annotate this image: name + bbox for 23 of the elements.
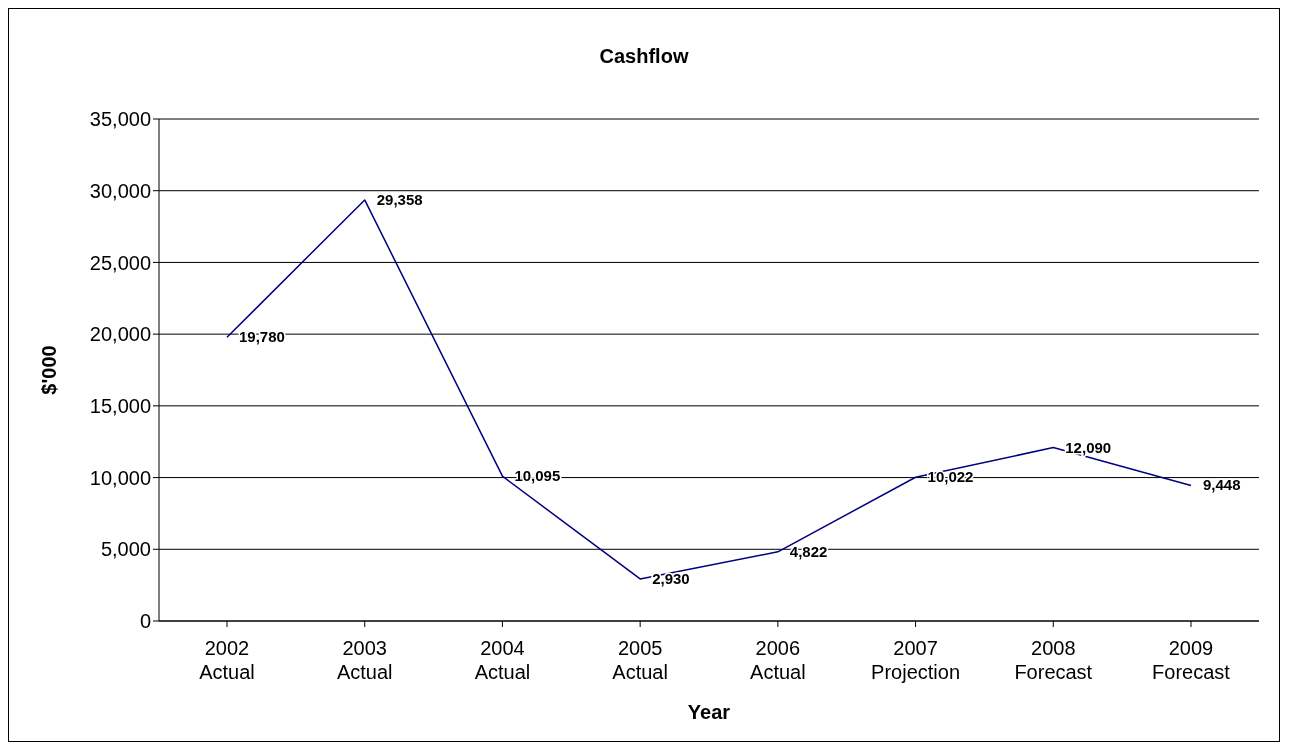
data-label: 29,358 [376, 190, 423, 208]
y-tick-label: 5,000 [100, 538, 151, 561]
x-tick-label: 2008 Forecast [1014, 637, 1093, 683]
x-tick-label: 2003 Actual [336, 637, 393, 683]
x-axis-title: Year [687, 701, 731, 723]
data-label: 2,930 [652, 569, 690, 587]
data-label: 9,448 [1203, 476, 1241, 494]
y-tick-label: 20,000 [89, 323, 151, 346]
y-tick-label: 25,000 [89, 251, 151, 274]
x-tick-label: 2005 Actual [612, 637, 668, 683]
y-tick-label: 35,000 [89, 108, 151, 131]
data-label: 12,090 [1065, 438, 1112, 456]
y-tick-label: 30,000 [89, 179, 151, 202]
x-tick-label: 2009 Forecast [1152, 637, 1231, 683]
chart-title: Cashflow [598, 45, 690, 68]
y-tick-label: 0 [139, 610, 151, 633]
y-tick-label: 10,000 [89, 466, 151, 489]
x-tick-label: 2007 Projection [871, 637, 961, 683]
x-tick-label: 2006 Actual [750, 637, 806, 683]
x-tick-label: 2002 Actual [199, 637, 255, 683]
y-axis-title: $'000 [38, 345, 61, 395]
x-tick-label: 2004 Actual [474, 637, 531, 683]
y-tick-label: 15,000 [89, 394, 151, 417]
